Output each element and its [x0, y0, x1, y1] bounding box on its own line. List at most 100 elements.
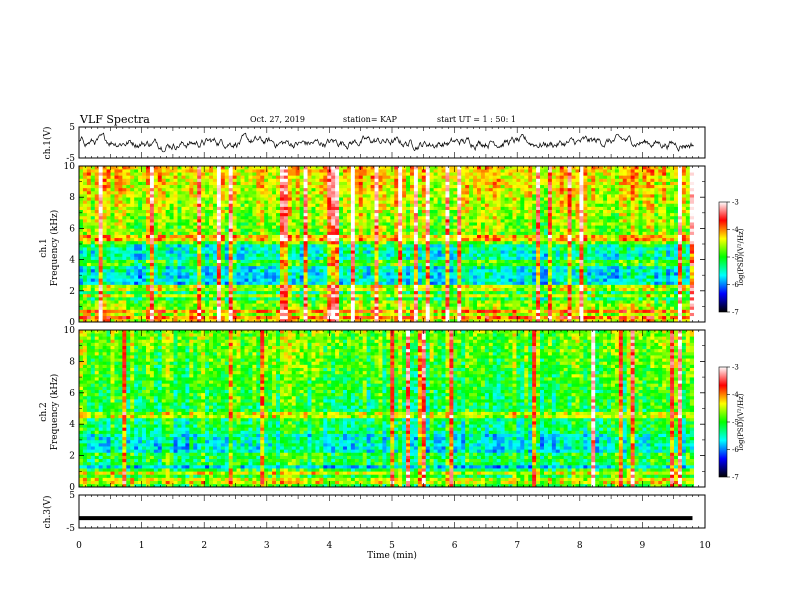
- spectrogram-cell: [138, 209, 143, 214]
- spectrogram-cell: [406, 228, 411, 232]
- spectrogram-cell: [303, 228, 308, 232]
- spectrogram-cell: [362, 222, 367, 226]
- spectrogram-cell: [413, 237, 419, 242]
- spectrogram-cell: [102, 262, 107, 267]
- spectrogram-cell: [193, 312, 198, 317]
- spectrogram-cell: [153, 187, 159, 192]
- spectrogram-cell: [260, 253, 265, 257]
- spectrogram-cell: [303, 197, 308, 201]
- spectrogram-cell: [362, 184, 367, 189]
- spectrogram-cell: [256, 237, 261, 242]
- spectrogram-cell: [205, 312, 210, 317]
- spectrogram-cell: [319, 197, 324, 201]
- spectrogram-cell: [374, 178, 379, 182]
- spectrogram-cell: [291, 309, 297, 313]
- spectrogram-cell: [268, 187, 273, 192]
- spectrogram-cell: [319, 259, 324, 264]
- spectrogram-cell: [394, 222, 399, 226]
- spectrogram-cell: [201, 203, 206, 207]
- spectrogram-cell: [181, 265, 186, 270]
- spectrogram-cell: [157, 262, 163, 267]
- spectrogram-cell: [386, 287, 391, 292]
- spectrogram-cell: [343, 225, 348, 229]
- spectrogram-cell: [216, 219, 222, 223]
- spectrogram-cell: [279, 259, 285, 264]
- spectrogram-cell: [236, 234, 241, 239]
- spectrogram-cell: [197, 287, 202, 292]
- spectrogram-cell: [370, 181, 375, 186]
- spectrogram-cell: [413, 225, 419, 229]
- spectrogram-cell: [252, 197, 257, 201]
- spectrogram-cell: [362, 190, 367, 195]
- spectrogram-cell: [323, 178, 328, 182]
- spectrogram-cell: [307, 215, 312, 220]
- spectrogram-cell: [94, 253, 99, 257]
- spectrogram-cell: [185, 303, 190, 307]
- spectrogram-cell: [153, 244, 159, 248]
- spectrogram-cell: [228, 190, 233, 195]
- spectrogram-cell: [362, 178, 367, 182]
- spectrogram-cell: [429, 312, 434, 317]
- spectrogram-cell: [79, 290, 84, 295]
- spectrogram-cell: [390, 206, 395, 210]
- spectrogram-cell: [260, 178, 265, 182]
- spectrogram-cell: [295, 228, 300, 232]
- spectrogram-cell: [161, 290, 166, 295]
- spectrogram-cell: [224, 172, 230, 176]
- spectrogram-cell: [130, 297, 135, 301]
- spectrogram-cell: [244, 278, 249, 282]
- spectrogram-cell: [445, 231, 450, 235]
- spectrogram-cell: [441, 247, 446, 251]
- spectrogram-cell: [193, 300, 198, 304]
- spectrogram-cell: [433, 250, 438, 254]
- spectrogram-cell: [362, 200, 367, 204]
- spectrogram-cell: [449, 197, 454, 201]
- spectrogram-cell: [272, 268, 277, 273]
- spectrogram-cell: [110, 203, 115, 207]
- spectrogram-cell: [98, 315, 103, 320]
- spectrogram-cell: [260, 272, 265, 276]
- spectrogram-cell: [335, 290, 340, 295]
- spectrogram-cell: [224, 247, 230, 251]
- spectrogram-cell: [185, 194, 190, 198]
- spectrogram-cell: [138, 318, 143, 323]
- spectrogram-cell: [350, 166, 356, 170]
- spectrogram-cell: [193, 240, 198, 245]
- spectrogram-cell: [350, 250, 356, 254]
- spectrogram-cell: [177, 231, 182, 235]
- spectrogram-cell: [413, 175, 419, 179]
- spectrogram-cell: [126, 237, 131, 242]
- spectrogram-cell: [209, 240, 214, 245]
- spectrogram-cell: [252, 215, 257, 220]
- spectrogram-cell: [165, 206, 170, 210]
- spectrogram-cell: [102, 200, 107, 204]
- spectrogram-cell: [252, 253, 257, 257]
- spectrogram-cell: [220, 290, 226, 295]
- spectrogram-cell: [319, 293, 324, 298]
- spectrogram-cell: [323, 172, 328, 176]
- spectrogram-cell: [232, 181, 237, 186]
- spectrogram-cell: [362, 256, 367, 260]
- spectrogram-cell: [169, 169, 174, 173]
- spectrogram-cell: [398, 275, 403, 279]
- spectrogram-cell: [260, 303, 265, 307]
- spectrogram-cell: [272, 172, 277, 176]
- spectrogram-cell: [449, 231, 454, 235]
- spectrogram-cell: [433, 206, 438, 210]
- spectrogram-cell: [244, 290, 249, 295]
- spectrogram-cell: [268, 290, 273, 295]
- spectrogram-cell: [189, 284, 194, 288]
- spectrogram-cell: [142, 190, 147, 195]
- spectrogram-cell: [433, 312, 438, 317]
- spectrogram-cell: [232, 256, 237, 260]
- spectrogram-cell: [240, 212, 245, 217]
- spectrogram-cell: [394, 259, 399, 264]
- spectrogram-cell: [130, 247, 135, 251]
- spectrogram-cell: [291, 272, 297, 276]
- spectrogram-cell: [382, 166, 387, 170]
- spectrogram-cell: [421, 309, 427, 313]
- spectrogram-cell: [425, 284, 431, 288]
- spectrogram-cell: [110, 197, 115, 201]
- spectrogram-cell: [358, 212, 364, 217]
- spectrogram-cell: [189, 222, 194, 226]
